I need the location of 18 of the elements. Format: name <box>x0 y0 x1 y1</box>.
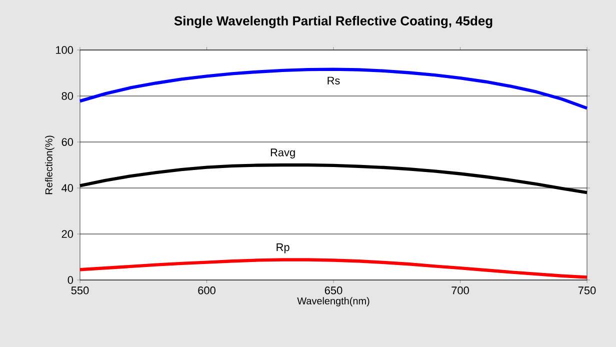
series-label: Rs <box>328 76 340 84</box>
x-tick-label: 550 <box>71 286 89 294</box>
x-tick-label: 650 <box>324 286 342 294</box>
x-axis-title: Wavelength(nm) <box>297 297 370 306</box>
series-label: Rp <box>276 243 290 254</box>
chart-title: Single Wavelength Partial Reflective Coating, 45deg <box>174 16 492 28</box>
y-axis-title: Reflection(%) <box>45 136 54 194</box>
y-tick-label: 0 <box>68 276 74 284</box>
line-series <box>78 68 589 110</box>
y-tick-label: 100 <box>56 46 74 54</box>
x-tick-label: 600 <box>198 286 216 294</box>
y-tick-label: 80 <box>62 92 74 100</box>
y-tick-label: 60 <box>62 138 74 146</box>
x-tick-label: 750 <box>578 286 596 294</box>
y-tick-label: 20 <box>62 230 74 238</box>
y-tick-label: 40 <box>62 184 74 192</box>
x-tick-label: 700 <box>452 286 469 294</box>
series-label: Ravg <box>270 148 295 158</box>
